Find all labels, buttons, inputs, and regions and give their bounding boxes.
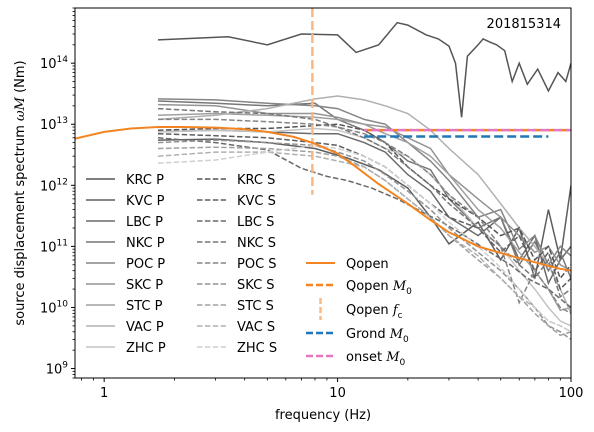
legend-label: ZHC P bbox=[126, 341, 166, 356]
legend-label: LBC S bbox=[237, 215, 274, 230]
legend-label: SKC P bbox=[126, 278, 163, 293]
legend-label: STC S bbox=[237, 299, 274, 314]
legend-label: VAC S bbox=[237, 320, 275, 335]
y-axis-label: source displacement spectrum ωM (Nm) bbox=[13, 60, 28, 325]
legend-label: KRC P bbox=[126, 173, 164, 188]
legend-label: KVC S bbox=[237, 194, 276, 209]
y-axis-label-suffix: (Nm) bbox=[13, 60, 28, 97]
x-tick-label: 10 bbox=[329, 386, 346, 401]
legend-label: STC P bbox=[126, 299, 163, 314]
y-axis-label-prefix: source displacement spectrum bbox=[13, 121, 28, 326]
legend-label: NKC P bbox=[126, 236, 165, 251]
legend-label: POC P bbox=[126, 257, 165, 272]
legend-label: ZHC S bbox=[237, 341, 277, 356]
x-axis-label: frequency (Hz) bbox=[275, 408, 371, 423]
legend-label: SKC S bbox=[237, 278, 275, 293]
event-id-annotation: 201815314 bbox=[487, 17, 561, 32]
legend-label: KRC S bbox=[237, 173, 275, 188]
x-tick-label: 1 bbox=[100, 386, 108, 401]
y-axis-label-math: ωM bbox=[13, 96, 28, 121]
legend-label: Qopen bbox=[346, 257, 389, 272]
legend-label: LBC P bbox=[126, 215, 163, 230]
x-tick-label: 100 bbox=[559, 386, 584, 401]
legend-label: VAC P bbox=[126, 320, 164, 335]
legend-label: NKC S bbox=[237, 236, 276, 251]
legend-label: KVC P bbox=[126, 194, 165, 209]
legend-label: POC S bbox=[237, 257, 277, 272]
